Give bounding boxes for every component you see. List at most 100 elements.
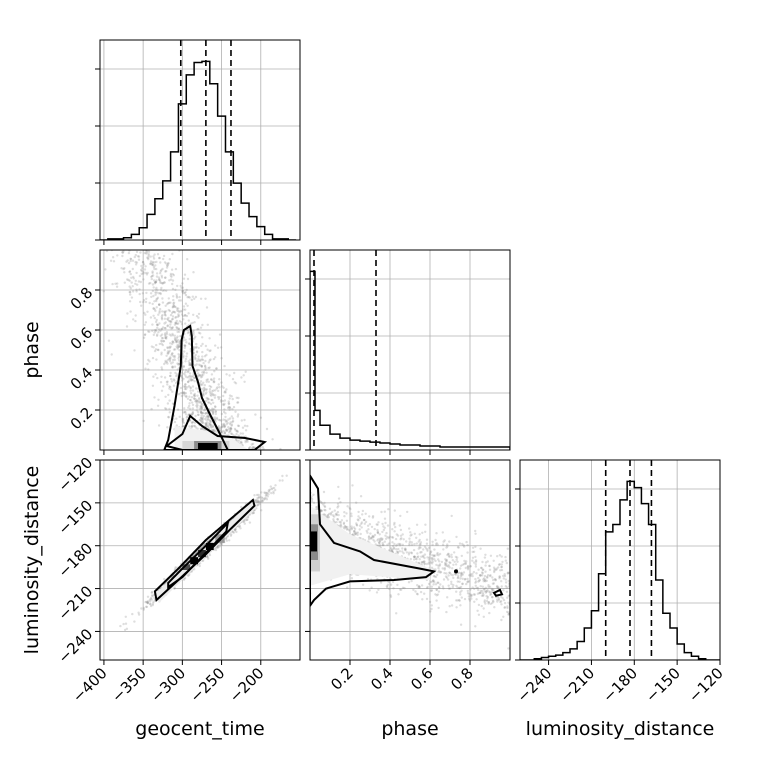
- scatter-point: [451, 567, 454, 570]
- scatter-point: [126, 312, 129, 315]
- scatter-point: [488, 590, 491, 593]
- scatter-point: [473, 600, 476, 603]
- scatter-point: [500, 603, 503, 606]
- scatter-point: [252, 511, 255, 515]
- scatter-point: [183, 344, 186, 347]
- scatter-point: [198, 418, 201, 422]
- scatter-point: [159, 261, 162, 264]
- scatter-point: [170, 321, 173, 324]
- scatter-point: [408, 540, 412, 543]
- scatter-point: [214, 410, 217, 413]
- scatter-point: [190, 375, 193, 378]
- scatter-point: [146, 600, 150, 603]
- scatter-point: [171, 310, 175, 313]
- scatter-point: [404, 548, 407, 551]
- scatter-point: [502, 615, 505, 618]
- scatter-point: [437, 566, 440, 570]
- scatter-point: [232, 531, 235, 534]
- scatter-point: [181, 391, 184, 394]
- scatter-point: [389, 595, 393, 598]
- scatter-point: [507, 611, 510, 614]
- density-cell: [198, 443, 218, 450]
- scatter-point: [137, 255, 141, 258]
- scatter-point: [192, 393, 196, 397]
- scatter-point: [384, 537, 388, 540]
- scatter-point: [412, 555, 416, 558]
- scatter-point: [165, 262, 168, 265]
- scatter-point: [209, 419, 212, 423]
- scatter-point: [140, 607, 143, 610]
- scatter-point: [161, 310, 164, 313]
- scatter-point: [174, 381, 178, 385]
- scatter-point: [402, 552, 405, 555]
- scatter-point: [109, 259, 113, 262]
- scatter-point: [223, 408, 226, 411]
- scatter-point: [223, 391, 226, 394]
- scatter-point: [392, 547, 396, 550]
- scatter-point: [166, 362, 169, 365]
- scatter-point: [161, 301, 165, 304]
- scatter-point: [471, 559, 474, 562]
- scatter-point: [230, 533, 233, 536]
- scatter-point: [261, 499, 264, 502]
- scatter-point: [389, 594, 392, 597]
- scatter-point: [189, 363, 192, 367]
- scatter-point: [268, 490, 271, 493]
- scatter-point: [189, 387, 192, 390]
- scatter-point: [378, 533, 381, 536]
- scatter-point: [174, 567, 177, 570]
- scatter-point: [155, 318, 158, 322]
- scatter-point: [401, 550, 404, 553]
- scatter-point: [227, 405, 230, 409]
- scatter-point: [180, 323, 184, 326]
- scatter-point: [260, 509, 263, 512]
- scatter-point: [183, 394, 186, 397]
- scatter-point: [257, 496, 261, 499]
- tick-label-y: 0.6: [67, 324, 97, 354]
- tick-label-x: −350: [108, 664, 150, 706]
- scatter-point: [193, 424, 196, 427]
- scatter-point: [397, 593, 400, 596]
- scatter-point: [356, 531, 360, 534]
- scatter-point: [204, 297, 207, 300]
- scatter-point: [172, 295, 175, 298]
- scatter-point: [179, 299, 183, 302]
- scatter-point: [227, 400, 230, 403]
- scatter-point: [150, 275, 153, 279]
- scatter-point: [430, 589, 433, 593]
- scatter-point: [361, 509, 365, 513]
- scatter-point: [140, 264, 143, 268]
- scatter-point: [459, 623, 463, 626]
- scatter-point: [468, 599, 472, 602]
- scatter-point: [490, 590, 493, 594]
- scatter-point: [201, 411, 205, 415]
- scatter-point: [460, 573, 463, 577]
- scatter-point: [471, 586, 474, 589]
- scatter-point: [504, 581, 508, 584]
- scatter-point: [160, 315, 164, 318]
- scatter-point: [350, 527, 354, 530]
- scatter-point: [486, 574, 490, 577]
- scatter-point: [167, 416, 170, 419]
- scatter-point: [429, 551, 432, 554]
- scatter-point: [122, 250, 125, 253]
- scatter-point: [476, 586, 480, 589]
- scatter-point: [507, 612, 510, 616]
- scatter-point: [193, 397, 196, 401]
- scatter-point: [137, 613, 141, 616]
- scatter-point: [213, 405, 217, 408]
- scatter-point: [171, 252, 174, 256]
- scatter-point: [168, 358, 172, 361]
- scatter-point: [165, 335, 168, 338]
- scatter-point: [172, 298, 175, 302]
- scatter-point: [199, 358, 202, 361]
- scatter-point: [154, 309, 157, 313]
- scatter-point: [155, 260, 158, 264]
- scatter-point: [353, 529, 356, 533]
- scatter-point: [167, 262, 170, 266]
- scatter-point: [448, 540, 451, 543]
- scatter-point: [163, 362, 166, 366]
- scatter-point: [215, 416, 219, 420]
- scatter-point: [233, 529, 237, 532]
- scatter-point: [160, 351, 163, 354]
